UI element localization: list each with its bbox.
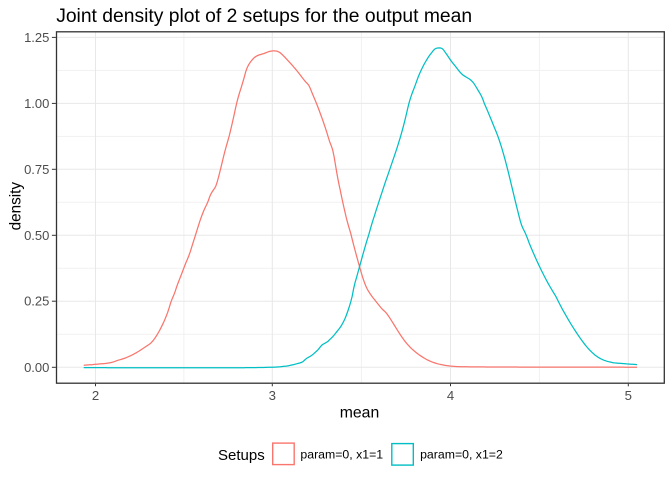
svg-text:0.25: 0.25 (24, 294, 49, 309)
svg-text:5: 5 (625, 388, 632, 403)
svg-text:1.00: 1.00 (24, 96, 49, 111)
svg-text:param=0, x1=1: param=0, x1=1 (300, 447, 383, 461)
svg-text:2: 2 (92, 388, 99, 403)
svg-text:0.75: 0.75 (24, 162, 49, 177)
svg-text:4: 4 (447, 388, 454, 403)
svg-text:Joint density plot of 2 setups: Joint density plot of 2 setups for the o… (56, 6, 472, 27)
svg-text:1.25: 1.25 (24, 30, 49, 45)
svg-text:Setups: Setups (218, 447, 265, 464)
svg-text:3: 3 (269, 388, 276, 403)
svg-text:param=0, x1=2: param=0, x1=2 (420, 447, 503, 461)
svg-text:mean: mean (340, 404, 380, 421)
svg-text:density: density (8, 182, 25, 231)
svg-text:0.50: 0.50 (24, 228, 49, 243)
svg-text:0.00: 0.00 (24, 360, 49, 375)
